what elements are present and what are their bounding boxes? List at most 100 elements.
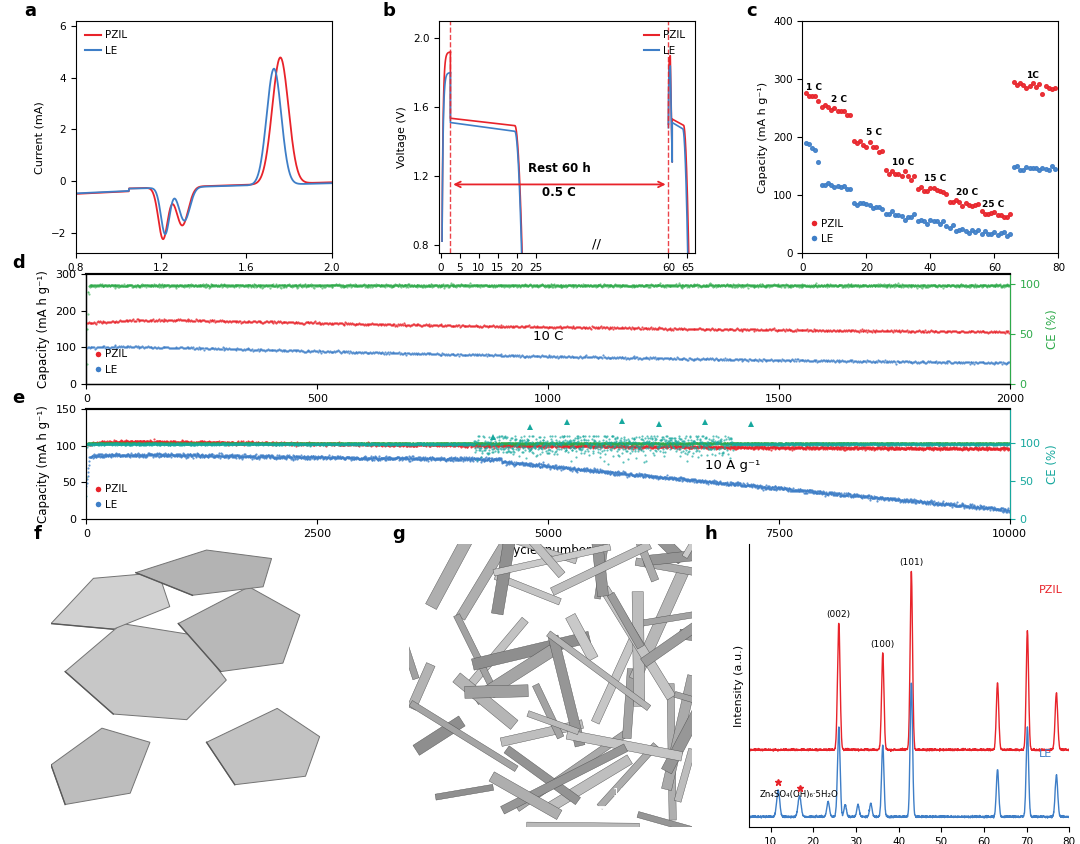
Point	[867, 323, 885, 337]
Point	[976, 501, 994, 515]
Point	[353, 452, 370, 465]
Point	[687, 473, 704, 487]
Point	[929, 496, 946, 510]
Point	[721, 431, 739, 445]
Point	[335, 344, 352, 358]
Point	[505, 437, 523, 451]
Point	[849, 436, 866, 450]
Point	[593, 440, 610, 453]
Point	[504, 349, 522, 362]
Point	[758, 482, 775, 495]
Point	[131, 314, 148, 327]
Point	[473, 455, 490, 468]
Point	[677, 279, 694, 292]
Point	[636, 436, 653, 450]
Point	[417, 437, 434, 451]
Point	[118, 438, 135, 452]
Point	[902, 325, 919, 338]
Point	[680, 441, 698, 455]
Point	[447, 436, 464, 450]
Point	[866, 437, 883, 451]
Point	[658, 437, 675, 451]
Point	[537, 279, 554, 293]
Point	[132, 449, 149, 463]
Point	[477, 279, 495, 292]
Point	[753, 441, 770, 454]
Point	[592, 350, 609, 364]
Point	[561, 436, 578, 450]
Point	[930, 279, 947, 293]
Point	[625, 322, 643, 335]
Point	[977, 441, 995, 455]
Point	[953, 438, 970, 452]
Point	[704, 436, 721, 450]
Point	[78, 436, 95, 450]
Point	[444, 452, 461, 465]
Point	[983, 437, 1000, 451]
Point	[602, 442, 619, 456]
Point	[105, 436, 122, 450]
Point	[642, 429, 659, 442]
Point	[910, 495, 928, 509]
Point	[831, 279, 848, 292]
Point	[669, 436, 686, 450]
Point	[846, 488, 863, 501]
Point	[724, 476, 741, 490]
Point	[989, 325, 1007, 338]
Point	[565, 350, 582, 364]
Point	[426, 437, 443, 451]
Point	[774, 436, 792, 450]
Point	[507, 457, 524, 470]
Point	[723, 279, 740, 292]
Point	[200, 436, 217, 449]
Point	[197, 314, 214, 327]
Point	[578, 462, 595, 475]
Point	[728, 437, 745, 451]
Point	[130, 435, 147, 448]
Point	[147, 434, 164, 447]
Point	[534, 440, 551, 453]
Point	[176, 436, 193, 449]
Point	[700, 439, 717, 452]
Point	[821, 441, 838, 455]
Point	[834, 354, 851, 367]
Point	[785, 437, 802, 451]
Point	[426, 437, 443, 451]
Point	[349, 279, 366, 293]
Point	[654, 353, 672, 366]
Point	[937, 497, 955, 511]
Point	[539, 280, 556, 294]
Point	[287, 316, 305, 329]
Point	[400, 278, 417, 291]
Point	[434, 437, 451, 451]
Point	[87, 448, 105, 462]
Point	[636, 436, 653, 450]
Point	[406, 436, 423, 450]
Point	[438, 437, 456, 451]
Point	[1040, 81, 1057, 95]
Point	[578, 437, 595, 451]
Point	[268, 451, 285, 464]
Point	[751, 436, 768, 450]
Point	[164, 278, 181, 291]
Point	[145, 448, 162, 462]
Point	[307, 279, 324, 293]
Point	[978, 502, 996, 516]
Point	[834, 437, 851, 451]
Point	[893, 324, 910, 338]
Point	[797, 438, 814, 452]
Point	[409, 436, 427, 450]
Point	[1024, 161, 1041, 175]
Point	[842, 436, 860, 450]
Point	[606, 321, 623, 334]
Point	[370, 317, 388, 331]
Point	[342, 345, 360, 359]
Point	[264, 436, 281, 450]
Point	[689, 437, 706, 451]
Point	[712, 437, 729, 451]
Point	[89, 437, 106, 451]
Point	[483, 453, 500, 467]
Point	[933, 355, 950, 369]
Point	[213, 342, 230, 355]
Point	[335, 438, 352, 452]
